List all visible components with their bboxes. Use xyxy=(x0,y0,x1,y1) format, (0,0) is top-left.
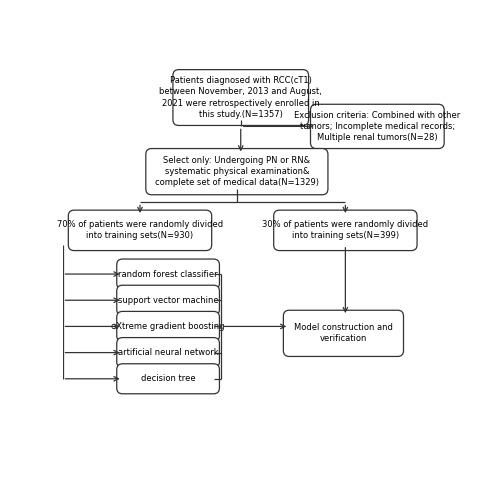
Text: artificial neural network: artificial neural network xyxy=(118,348,218,357)
FancyBboxPatch shape xyxy=(117,312,220,342)
Text: support vector machine: support vector machine xyxy=(118,296,218,304)
Text: 30% of patients were randomly divided
into training sets(N=399): 30% of patients were randomly divided in… xyxy=(262,220,428,240)
FancyBboxPatch shape xyxy=(284,310,404,356)
FancyBboxPatch shape xyxy=(146,148,328,194)
Text: 70% of patients were randomly divided
into training sets(N=930): 70% of patients were randomly divided in… xyxy=(57,220,223,240)
FancyBboxPatch shape xyxy=(274,210,417,250)
FancyBboxPatch shape xyxy=(117,285,220,316)
FancyBboxPatch shape xyxy=(117,259,220,289)
FancyBboxPatch shape xyxy=(117,364,220,394)
FancyBboxPatch shape xyxy=(117,338,220,368)
Text: Model construction and
verification: Model construction and verification xyxy=(294,324,393,344)
FancyBboxPatch shape xyxy=(173,70,308,126)
Text: Select only: Undergoing PN or RN&
systematic physical examination&
complete set : Select only: Undergoing PN or RN& system… xyxy=(155,156,319,187)
FancyBboxPatch shape xyxy=(68,210,212,250)
FancyBboxPatch shape xyxy=(310,104,444,148)
Text: eXtreme gradient boosting: eXtreme gradient boosting xyxy=(112,322,225,331)
Text: Exclusion criteria: Combined with other
tumors; Incomplete medical records;
Mult: Exclusion criteria: Combined with other … xyxy=(294,111,460,142)
Text: random forest classifier: random forest classifier xyxy=(118,270,218,278)
Text: Patients diagnosed with RCC(cT1)
between November, 2013 and August,
2021 were re: Patients diagnosed with RCC(cT1) between… xyxy=(160,76,322,118)
Text: decision tree: decision tree xyxy=(141,374,196,384)
